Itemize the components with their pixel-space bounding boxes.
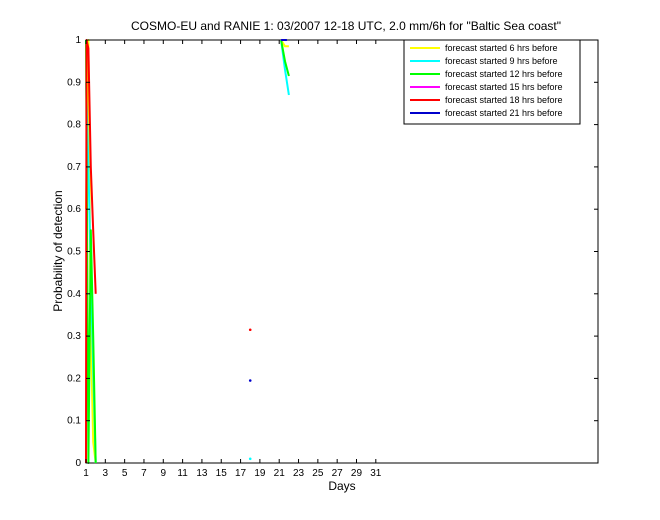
y-tick-label: 0.2 xyxy=(67,373,81,384)
x-tick-label: 11 xyxy=(177,468,188,479)
legend-items: forecast started 6 hrs before forecast st… xyxy=(410,43,563,118)
series-point xyxy=(248,328,252,332)
series-line xyxy=(85,39,97,464)
tick-layer: 1 3 5 7 9 11 13 15 17 19 21 23 25 27 29 3100.10.20.30.4… xyxy=(67,35,598,479)
x-tick-label: 21 xyxy=(274,468,286,479)
x-tick-label: 17 xyxy=(235,468,247,479)
series-line xyxy=(85,39,97,464)
legend-label: forecast started 9 hrs before xyxy=(445,56,558,66)
x-tick-label: 5 xyxy=(122,468,128,479)
y-tick-label: 0 xyxy=(75,458,81,469)
y-tick-label: 0.1 xyxy=(67,416,81,427)
series-line xyxy=(280,39,290,77)
y-axis-title: Probability of detection xyxy=(51,190,65,311)
x-tick-label: 27 xyxy=(332,468,344,479)
legend-label: forecast started 6 hrs before xyxy=(445,43,558,53)
series-point xyxy=(248,457,252,461)
y-tick-label: 1 xyxy=(75,35,81,46)
y-tick-label: 0.8 xyxy=(67,120,81,131)
chart-title: COSMO-EU and RANIE 1: 03/2007 12-18 UTC,… xyxy=(131,19,561,33)
series-3 xyxy=(85,39,290,464)
legend-label: forecast started 21 hrs before xyxy=(445,108,563,118)
x-tick-label: 31 xyxy=(370,468,382,479)
x-tick-label: 19 xyxy=(254,468,266,479)
series-6 xyxy=(248,39,287,382)
y-tick-label: 0.6 xyxy=(67,204,81,215)
series-point xyxy=(248,379,252,382)
x-tick-label: 13 xyxy=(196,468,208,479)
x-tick-label: 15 xyxy=(216,468,228,479)
y-tick-label: 0.3 xyxy=(67,331,81,342)
y-tick-label: 0.7 xyxy=(67,162,81,173)
x-tick-label: 23 xyxy=(293,468,305,479)
series-layer xyxy=(85,39,290,464)
x-tick-label: 9 xyxy=(161,468,167,479)
legend-label: forecast started 18 hrs before xyxy=(445,95,563,105)
x-tick-label: 7 xyxy=(141,468,147,479)
series-5 xyxy=(85,39,252,464)
x-tick-label: 29 xyxy=(351,468,363,479)
series-line xyxy=(85,39,97,464)
x-tick-label: 3 xyxy=(103,468,109,479)
legend-label: forecast started 15 hrs before xyxy=(445,82,563,92)
x-axis-title: Days xyxy=(328,479,355,493)
x-tick-label: 25 xyxy=(312,468,324,479)
y-tick-label: 0.4 xyxy=(67,289,81,300)
legend-box xyxy=(403,39,581,125)
y-tick-label: 0.9 xyxy=(67,77,81,88)
legend: forecast started 6 hrs before forecast st… xyxy=(403,39,581,125)
x-tick-label: 1 xyxy=(83,468,89,479)
legend-label: forecast started 12 hrs before xyxy=(445,69,563,79)
y-tick-label: 0.5 xyxy=(67,247,81,258)
